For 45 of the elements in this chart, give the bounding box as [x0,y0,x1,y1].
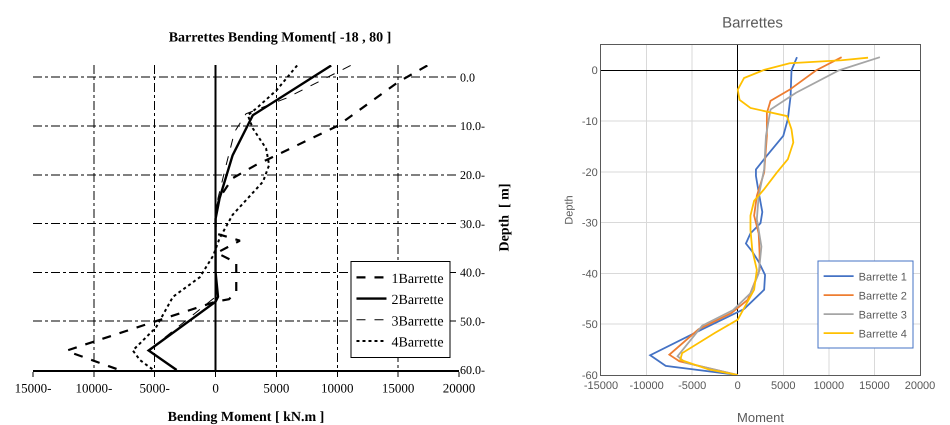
y-tick-label: -30 [582,218,598,230]
legend-label: Barrette 2 [858,290,907,302]
legend-label: Barrette 3 [858,309,907,322]
y-tick-label: -10 [582,116,598,128]
y-tick-label: 60.0- [460,363,485,378]
y-tick-label: -50 [582,319,598,332]
y-tick-label: -60 [582,370,598,382]
legend-label: 3Barrette [391,314,444,330]
x-tick-label: 5000- [140,380,170,396]
legend-label: Barrette 1 [858,271,907,284]
chart-title: Barrettes [722,14,783,32]
x-tick-label: 15000 [859,380,890,392]
x-tick-label: 20000 [904,380,936,392]
x-tick-label: 5000 [771,380,796,392]
x-tick-label: 0 [734,380,741,392]
legend-label: 1Barrette [391,272,444,287]
x-tick-label: -5000 [678,380,706,392]
y-tick-label: 50.0- [460,314,485,328]
x-tick-label: 20000 [442,380,476,396]
x-tick-label: 15000- [14,380,52,396]
y-tick-label: 20.0- [460,168,485,182]
y-tick-label: -20 [582,166,598,179]
x-tick-label: 10000- [75,380,112,396]
y-tick-label: 0.0 [460,70,475,84]
line-series [649,56,798,375]
y-axis-title: Depth [564,195,576,225]
x-tick-label: 5000 [263,380,290,396]
legend-label: 4Barrette [391,335,444,350]
x-tick-label: 15000 [382,380,414,396]
x-axis-title: Bending Moment [ kN.m ] [168,410,324,425]
x-tick-label: -10000 [629,380,664,392]
y-tick-label: 10.0- [460,119,485,134]
y-tick-label: 40.0- [460,266,485,280]
x-axis-title: Moment [737,410,784,425]
legend-label: Barrette 4 [858,328,907,340]
y-tick-label: -40 [582,268,598,280]
x-tick-label: 10000 [321,380,354,396]
chart-title: Barrettes Bending Moment[ -18 , 80 ] [168,30,392,46]
x-tick-label: 10000 [814,380,844,392]
x-tick-label: 0 [212,380,219,396]
x-tick-label: -15000 [584,380,618,392]
y-axis-title: Depth [ m] [497,183,512,252]
y-tick-label: 30.0- [460,216,485,231]
y-tick-label: 0 [592,65,598,78]
legend-label: 2Barrette [391,293,444,308]
